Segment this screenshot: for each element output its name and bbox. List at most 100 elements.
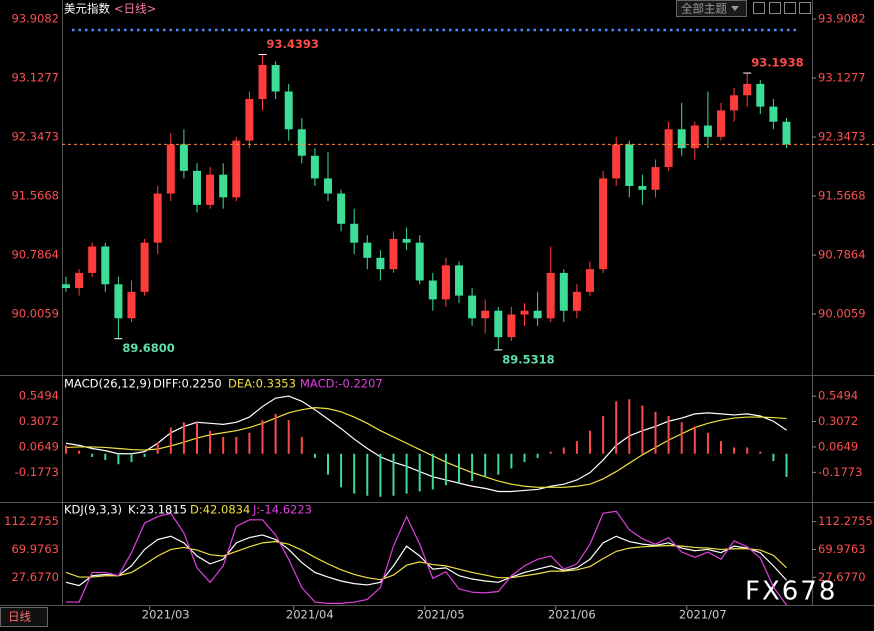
macd-bar <box>575 441 578 454</box>
toolbar-icon[interactable] <box>753 2 765 14</box>
candle-body <box>337 193 346 224</box>
theme-button-label[interactable]: 全部主题 <box>681 2 727 16</box>
watermark: FX678 <box>745 577 837 607</box>
candle-body <box>533 310 542 319</box>
y-tick-label: 92.3473 <box>818 130 866 144</box>
macd-bar <box>209 430 212 454</box>
macd-bar <box>693 426 696 454</box>
legend-entry: J:-14.6223 <box>252 503 312 517</box>
macd-bar <box>759 451 762 454</box>
legend-entry: MACD:-0.2207 <box>300 377 383 391</box>
legend-entry: K:23.1815 <box>128 503 187 517</box>
macd-bar <box>510 453 513 469</box>
candle-body <box>769 106 778 122</box>
y-tick-label: 27.6770 <box>818 570 866 584</box>
macd-bar <box>667 415 670 454</box>
y-tick-label: 69.9763 <box>11 542 59 556</box>
candle-body <box>664 129 673 168</box>
macd-bar <box>248 432 251 454</box>
candle-body <box>441 265 450 300</box>
candle-body <box>153 193 162 243</box>
macd-bar <box>182 422 185 454</box>
macd-bar <box>431 453 434 490</box>
x-tick-label: 2021/03 <box>142 608 190 622</box>
macd-bar <box>379 453 382 497</box>
candle-body <box>114 284 123 319</box>
candle-body <box>546 272 555 319</box>
candle-body <box>599 178 608 270</box>
candle-body <box>782 121 791 145</box>
macd-bar <box>261 420 264 454</box>
candle-body <box>494 310 503 338</box>
macd-bar <box>536 453 539 458</box>
period-tab-label[interactable]: 日线 <box>8 610 31 624</box>
macd-bar <box>169 427 172 454</box>
y-tick-label: 93.9082 <box>818 12 866 26</box>
toolbar-icon[interactable] <box>799 2 811 14</box>
macd-bar <box>706 432 709 454</box>
macd-bar <box>471 453 474 482</box>
theme-dropdown[interactable] <box>676 0 747 17</box>
y-tick-label: 112.2755 <box>4 514 59 528</box>
candle-body <box>193 170 201 205</box>
toolbar-icon[interactable] <box>769 2 781 14</box>
candle-body <box>271 65 280 92</box>
candle-body <box>140 242 149 292</box>
candle-body <box>428 280 437 300</box>
y-tick-label: 27.6770 <box>11 570 59 584</box>
candle-body <box>756 83 765 107</box>
candle-body <box>297 129 306 156</box>
macd-bar <box>458 453 460 484</box>
macd-bar <box>300 436 303 454</box>
macd-bar <box>444 453 447 486</box>
y-tick-label: 112.2755 <box>818 514 873 528</box>
macd-bar <box>366 453 369 496</box>
candle-body <box>455 265 463 296</box>
macd-bar <box>772 453 775 462</box>
macd-bar <box>746 447 749 454</box>
candle-body <box>677 129 686 149</box>
y-tick-label: 0.0649 <box>818 439 858 453</box>
candle-body <box>481 310 490 319</box>
candle-body <box>402 238 411 243</box>
candle-body <box>612 144 621 179</box>
candle-body <box>690 125 699 149</box>
macd-bar <box>562 447 565 454</box>
y-tick-label: 0.3072 <box>818 414 858 428</box>
macd-bar <box>156 442 159 454</box>
candle-body <box>625 144 634 186</box>
macd-bar <box>287 420 290 454</box>
macd-bar <box>523 453 526 463</box>
macd-bar <box>196 422 198 454</box>
y-tick-label: 92.3473 <box>11 130 59 144</box>
indicator-line <box>65 395 787 493</box>
macd-bar <box>615 401 618 454</box>
candle-body <box>651 167 660 190</box>
indicator-line <box>66 510 787 606</box>
toolbar-icon[interactable] <box>784 2 796 14</box>
macd-bar <box>117 453 120 465</box>
candle-body <box>376 257 385 270</box>
macd-bar <box>104 453 107 461</box>
macd-bar <box>327 453 329 475</box>
candle-body <box>572 291 581 311</box>
macd-bar <box>65 445 67 454</box>
macd-bar <box>392 453 395 496</box>
candle-body <box>206 174 215 205</box>
legend-entry: DEA:0.3353 <box>228 377 296 391</box>
macd-bar <box>340 453 343 488</box>
candle-body <box>88 246 97 273</box>
y-tick-label: 90.7864 <box>11 248 59 262</box>
macd-bar <box>628 399 631 454</box>
y-tick-label: 0.5494 <box>19 389 59 403</box>
x-tick-label: 2021/06 <box>548 608 596 622</box>
macd-bar <box>222 436 225 454</box>
macd-bar <box>130 453 133 463</box>
macd-bar <box>78 450 81 454</box>
x-tick-label: 2021/05 <box>417 608 465 622</box>
macd-bar <box>418 453 421 492</box>
period-label[interactable]: <日线> <box>114 2 156 16</box>
candle-body <box>743 83 752 96</box>
